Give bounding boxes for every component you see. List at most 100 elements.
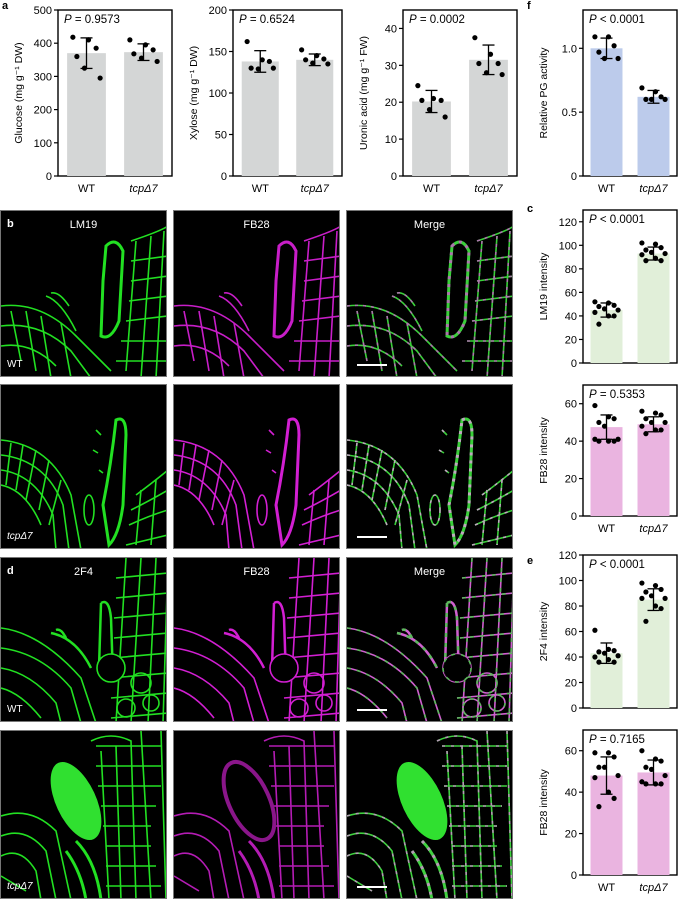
- y-tick-label: 0: [571, 870, 577, 882]
- data-point: [611, 648, 617, 654]
- y-tick-label: 100: [34, 138, 52, 150]
- data-point: [658, 427, 664, 433]
- data-point: [325, 61, 331, 67]
- panel-letter-c: c: [527, 203, 534, 215]
- x-tick-label: WT: [598, 882, 615, 894]
- data-point: [652, 255, 659, 261]
- x-tick-label: WT: [78, 183, 95, 195]
- data-point: [495, 60, 501, 67]
- data-point: [643, 431, 649, 437]
- y-tick-label: 150: [209, 47, 227, 59]
- data-point: [658, 586, 664, 593]
- data-point: [658, 412, 664, 418]
- y-tick-label: 0: [571, 703, 577, 715]
- p-value-annotation: P = 0.7165: [589, 734, 645, 746]
- data-point: [652, 756, 659, 762]
- y-tick-label: 300: [34, 71, 52, 83]
- data-point: [652, 603, 659, 609]
- data-point: [81, 65, 88, 71]
- data-point: [74, 53, 80, 60]
- data-point: [93, 45, 99, 51]
- data-point: [639, 85, 645, 91]
- data-point: [605, 750, 612, 756]
- panel-letter-d: d: [7, 565, 14, 577]
- data-point: [611, 43, 617, 49]
- y-tick-label: 20: [565, 334, 577, 346]
- tissue-image: [174, 224, 339, 376]
- data-point: [652, 781, 659, 787]
- data-point: [652, 241, 659, 247]
- data-point: [615, 653, 621, 659]
- plot-frame: [57, 9, 173, 177]
- data-point: [648, 593, 655, 599]
- data-point: [259, 57, 265, 63]
- data-point: [652, 583, 659, 589]
- data-point: [605, 789, 612, 795]
- data-point: [652, 89, 659, 95]
- data-point: [415, 83, 421, 89]
- data-point: [648, 419, 655, 426]
- y-tick-label: 20: [565, 678, 577, 690]
- y-tick-label: 0.5: [562, 107, 577, 119]
- data-point: [592, 654, 598, 660]
- data-point: [658, 758, 664, 764]
- data-point: [639, 580, 645, 586]
- y-tick-label: 100: [559, 240, 577, 252]
- micrograph-b-tcp-lm19: tcpΔ7: [0, 384, 167, 549]
- panel-letter-b: b: [7, 218, 14, 230]
- data-point: [592, 402, 598, 409]
- chart-lm19-intensity: 0 20 40 60 80 100 120 LM19 intensity P < 0.0001: [538, 209, 678, 370]
- data-point: [596, 804, 602, 810]
- x-tick-label: WT: [598, 523, 615, 535]
- data-point: [601, 650, 608, 656]
- data-point: [601, 306, 608, 312]
- data-point: [662, 250, 668, 257]
- data-point: [592, 299, 598, 305]
- tissue-image: [347, 731, 512, 898]
- data-point: [592, 309, 598, 315]
- data-point: [639, 423, 645, 429]
- plot-frame: [402, 9, 518, 177]
- plot-frame: [582, 9, 678, 177]
- micrograph-b-tcp-merge: [346, 384, 513, 549]
- y-axis-label: FB28 intensity: [538, 768, 550, 835]
- data-point: [314, 53, 320, 59]
- y-tick-label: 100: [209, 88, 227, 100]
- bar: [412, 101, 451, 176]
- data-point: [248, 65, 254, 71]
- data-point: [596, 419, 602, 426]
- data-point: [605, 313, 612, 319]
- data-point: [615, 772, 621, 779]
- bar: [241, 61, 279, 176]
- data-point: [596, 303, 602, 310]
- data-point: [648, 249, 655, 255]
- data-point: [266, 58, 272, 65]
- y-axis-label: FB28 intensity: [538, 416, 550, 483]
- data-point: [85, 37, 92, 43]
- y-tick-label: 50: [215, 130, 227, 142]
- plot-frame: [582, 729, 678, 876]
- y-tick-label: 0: [571, 358, 577, 370]
- plot-frame: [582, 209, 678, 364]
- data-point: [639, 779, 645, 785]
- panel-letter-f: f: [527, 0, 531, 12]
- data-point: [643, 247, 649, 253]
- data-point: [643, 618, 649, 624]
- y-axis-label: Uronic acid (mg g⁻¹ FW): [358, 36, 370, 150]
- data-point: [615, 436, 621, 442]
- p-value-annotation: P < 0.0001: [589, 559, 645, 571]
- data-point: [476, 60, 482, 67]
- y-tick-label: 200: [34, 105, 52, 117]
- tissue-image: [347, 417, 512, 548]
- micrograph-d-wt-merge: Merge: [346, 557, 513, 722]
- bar: [637, 599, 670, 708]
- data-point: [611, 754, 617, 760]
- data-point: [430, 95, 437, 102]
- y-tick-label: 60: [565, 746, 577, 758]
- data-point: [611, 795, 617, 801]
- data-point: [652, 410, 659, 416]
- micrograph-b-wt-lm19: b LM19 WT: [0, 210, 167, 377]
- channel-label: Merge: [413, 219, 446, 231]
- data-point: [639, 240, 645, 246]
- genotype-label: WT: [7, 359, 23, 370]
